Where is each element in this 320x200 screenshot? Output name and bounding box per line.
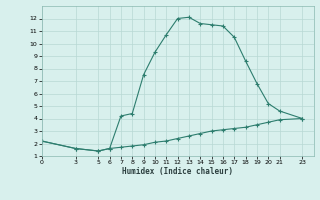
X-axis label: Humidex (Indice chaleur): Humidex (Indice chaleur) [122,167,233,176]
